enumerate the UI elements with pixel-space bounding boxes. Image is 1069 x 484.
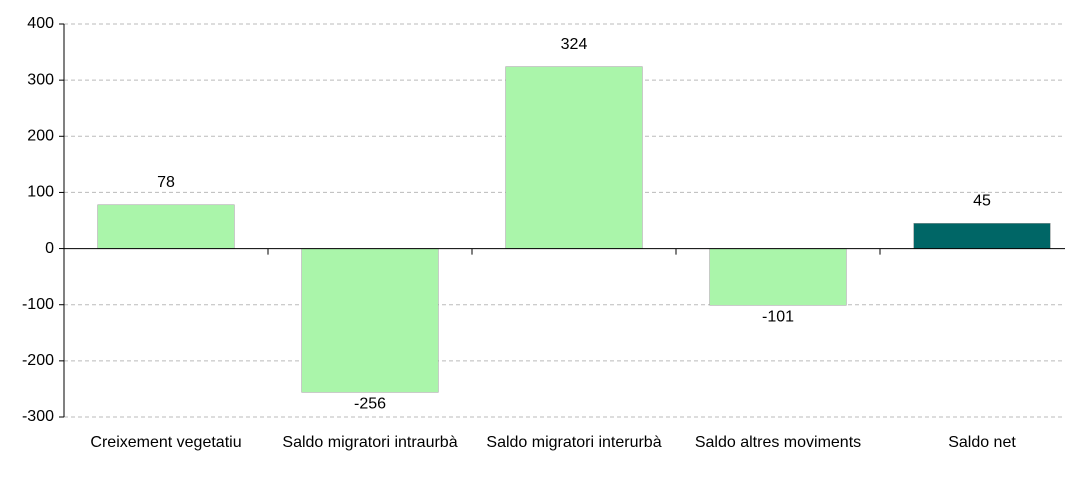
value-label: -101 <box>762 308 794 325</box>
bar <box>97 204 235 249</box>
x-tick-label: Saldo altres moviments <box>695 434 861 451</box>
bar <box>709 248 847 306</box>
y-tick-label: 100 <box>27 184 54 201</box>
y-tick-label: -300 <box>22 408 54 425</box>
x-tick-label: Saldo migratori interurbà <box>486 434 661 451</box>
y-tick-label: 400 <box>27 15 54 32</box>
value-label: 45 <box>973 193 991 210</box>
bar <box>301 248 439 393</box>
bar <box>505 66 643 249</box>
y-tick-label: 0 <box>45 240 54 257</box>
y-tick-label: -100 <box>22 296 54 313</box>
y-tick-label: 300 <box>27 71 54 88</box>
x-tick-label: Saldo migratori intraurbà <box>282 434 457 451</box>
value-label: -256 <box>354 396 386 413</box>
value-label: 324 <box>561 36 588 53</box>
y-tick-label: -200 <box>22 352 54 369</box>
bar <box>913 223 1051 249</box>
value-label: 78 <box>157 174 175 191</box>
x-tick-label: Creixement vegetatiu <box>90 434 241 451</box>
x-tick-label: Saldo net <box>948 434 1016 451</box>
y-tick-label: 200 <box>27 128 54 145</box>
